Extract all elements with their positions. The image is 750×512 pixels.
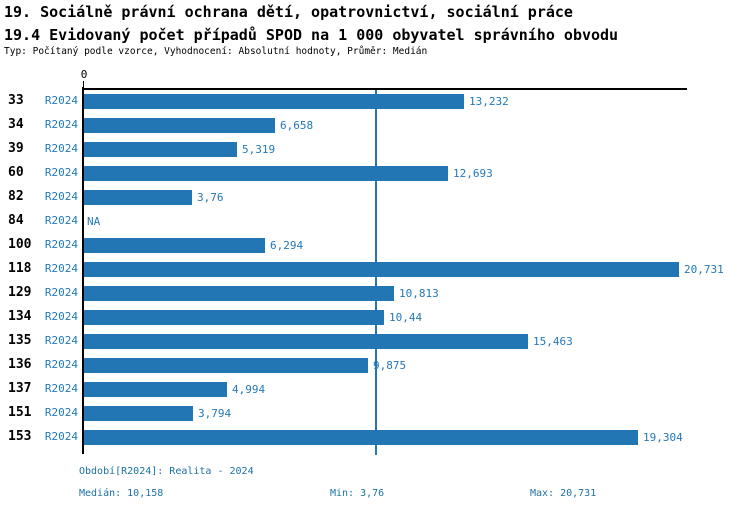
x-axis-line: [83, 88, 687, 90]
bar: [84, 358, 368, 373]
bar-value-label: 10,813: [399, 287, 439, 300]
row-category-label: 84: [8, 213, 24, 228]
row-series-label: R2024: [44, 94, 78, 107]
row-series-label: R2024: [44, 310, 78, 323]
bar-value-label: 19,304: [643, 431, 683, 444]
bar-value-label: 15,463: [533, 335, 573, 348]
row-category-label: 33: [8, 93, 24, 108]
bar: [84, 286, 394, 301]
row-category-label: 153: [8, 429, 32, 444]
chart-subtitle: 19.4 Evidovaný počet případů SPOD na 1 0…: [4, 26, 619, 44]
row-series-label: R2024: [44, 358, 78, 371]
row-series-label: R2024: [44, 406, 78, 419]
row-category-label: 137: [8, 381, 32, 396]
row-category-label: 82: [8, 189, 24, 204]
page-title: 19. Sociálně právní ochrana dětí, opatro…: [4, 3, 573, 21]
row-series-label: R2024: [44, 142, 78, 155]
row-category-label: 129: [8, 285, 32, 300]
row-series-label: R2024: [44, 190, 78, 203]
row-series-label: R2024: [44, 262, 78, 275]
bar: [84, 406, 193, 421]
bar: [84, 430, 638, 445]
x-axis-zero-tick-mark: [83, 81, 84, 88]
row-category-label: 134: [8, 309, 32, 324]
footer-period-label: Období[R2024]: Realita - 2024: [79, 466, 254, 477]
row-series-label: R2024: [44, 238, 78, 251]
bar: [84, 262, 679, 277]
bar: [84, 190, 192, 205]
row-series-label: R2024: [44, 166, 78, 179]
bar-value-label: 12,693: [453, 167, 493, 180]
y-axis-line: [82, 87, 84, 454]
bar-value-label: 4,994: [232, 383, 266, 396]
row-series-label: R2024: [44, 430, 78, 443]
bar: [84, 310, 384, 325]
bar-value-label: 6,658: [280, 119, 314, 132]
chart-meta-line: Typ: Počítaný podle vzorce, Vyhodnocení:…: [4, 46, 428, 57]
row-series-label: R2024: [44, 286, 78, 299]
bar-value-label: 3,76: [197, 191, 224, 204]
row-category-label: 39: [8, 141, 24, 156]
row-category-label: 100: [8, 237, 32, 252]
row-category-label: 135: [8, 333, 32, 348]
bar-value-label: 3,794: [198, 407, 232, 420]
x-axis-zero-tick-label: 0: [80, 68, 88, 81]
bar-value-label: 10,44: [389, 311, 423, 324]
row-category-label: 136: [8, 357, 32, 372]
footer-median-label: Medián: 10,158: [79, 488, 164, 499]
bar: [84, 238, 265, 253]
bar: [84, 94, 464, 109]
row-series-label: R2024: [44, 118, 78, 131]
bar: [84, 382, 227, 397]
footer-max-label: Max: 20,731: [530, 488, 597, 499]
bar: [84, 334, 528, 349]
bar-value-label: 13,232: [469, 95, 509, 108]
row-series-label: R2024: [44, 382, 78, 395]
bar: [84, 118, 275, 133]
bar-value-label: NA: [87, 215, 101, 228]
bar: [84, 166, 448, 181]
bar-value-label: 20,731: [684, 263, 724, 276]
bar-value-label: 5,319: [242, 143, 276, 156]
footer-min-label: Min: 3,76: [330, 488, 385, 499]
row-category-label: 151: [8, 405, 32, 420]
bar: [84, 142, 237, 157]
bar-value-label: 9,875: [373, 359, 407, 372]
bar-value-label: 6,294: [270, 239, 304, 252]
row-category-label: 118: [8, 261, 32, 276]
row-series-label: R2024: [44, 334, 78, 347]
row-category-label: 60: [8, 165, 24, 180]
row-category-label: 34: [8, 117, 24, 132]
row-series-label: R2024: [44, 214, 78, 227]
